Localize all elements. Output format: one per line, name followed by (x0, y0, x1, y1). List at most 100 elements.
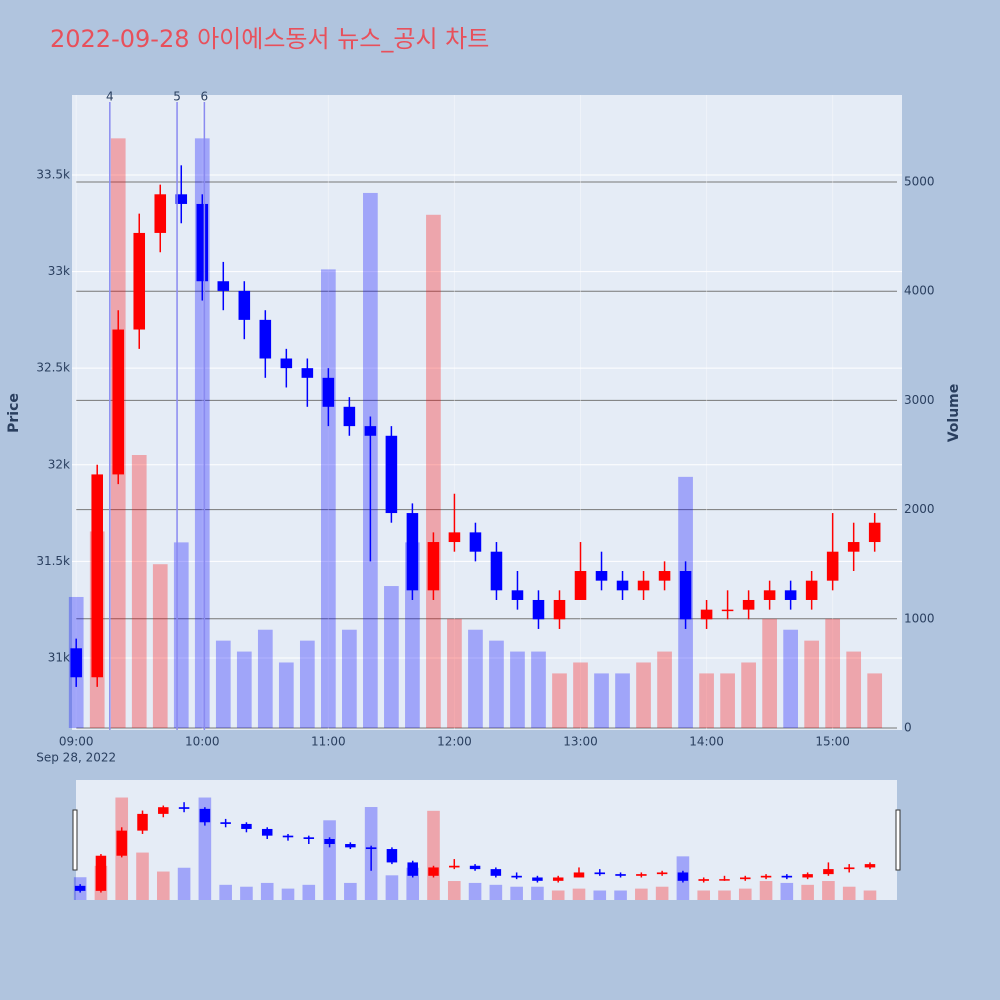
candle-body (406, 513, 419, 591)
slider-volume-bar (219, 884, 232, 900)
y2-tick-label: 5000 (904, 175, 935, 189)
slider-volume-bar (281, 888, 295, 900)
candle-body (217, 281, 230, 291)
candle-body (637, 580, 650, 591)
volume-bar (321, 269, 336, 728)
candle-body (322, 377, 335, 407)
slider-handle-left[interactable] (72, 809, 78, 871)
volume-bar (468, 629, 483, 728)
slider-candle-body (324, 838, 335, 845)
candle-body (175, 194, 188, 204)
slider-candle-body (573, 872, 585, 878)
candle-body (301, 368, 314, 378)
volume-bar (489, 640, 504, 728)
volume-bar (762, 618, 777, 728)
volume-bar (384, 586, 399, 728)
slider-volume-bar (614, 890, 627, 900)
slider-candle-body (490, 869, 502, 876)
candle-body (616, 580, 629, 591)
slider-volume-bar (177, 867, 191, 900)
news-marker-label: 4 (106, 90, 114, 104)
x-tick-label: 12:00 (437, 735, 472, 749)
volume-bar (825, 618, 841, 728)
slider-candle-body (449, 865, 460, 868)
slider-candle-body (719, 879, 730, 881)
candle-body (196, 203, 209, 282)
candle-body (280, 358, 293, 369)
slider-volume-bar (801, 884, 814, 900)
volume-bar (615, 673, 630, 728)
candle-body (679, 571, 692, 620)
slider-candle-body (199, 808, 211, 823)
y2-axis-title: Volume (946, 384, 962, 443)
candle-body (427, 542, 440, 591)
candle-body (364, 426, 377, 436)
slider-volume-bar (738, 888, 752, 900)
slider-candle-body (864, 864, 876, 868)
volume-bar (804, 640, 819, 728)
volume-bar (173, 542, 189, 728)
volume-bar (152, 564, 168, 728)
slider-volume-bar (635, 888, 648, 900)
slider-candle-body (220, 822, 231, 824)
candle-body (553, 599, 566, 620)
volume-bar (783, 629, 798, 728)
candle-body (490, 551, 503, 591)
slider-volume-bar (260, 882, 274, 900)
slider-candle-body (656, 872, 668, 875)
slider-candle-body (303, 837, 315, 839)
x-tick-label: 14:00 (689, 735, 724, 749)
volume-bar (657, 651, 672, 728)
slider-candle-body (428, 867, 439, 876)
volume-bar (846, 651, 862, 728)
slider-handle-right[interactable] (895, 809, 901, 871)
y2-tick-label: 3000 (904, 393, 935, 407)
news-marker-label: 5 (173, 90, 181, 104)
volume-bar (215, 640, 231, 728)
candle-body (91, 474, 103, 678)
candle-body (154, 194, 167, 233)
volume-bar (426, 214, 441, 729)
slider-volume-bar (551, 890, 565, 900)
volume-bar (720, 673, 735, 728)
volume-bar (510, 651, 525, 728)
volume-bar (594, 673, 609, 728)
slider-candle-body (823, 869, 834, 875)
plot-area (72, 95, 902, 730)
candle-body (574, 571, 587, 600)
slider-candle-body (781, 875, 793, 878)
slider-volume-bar (863, 890, 877, 900)
x-tick-label: 11:00 (311, 735, 346, 749)
slider-volume-bar (344, 882, 357, 900)
volume-bar (131, 455, 147, 728)
slider-candle-body (137, 813, 148, 831)
candle-body (259, 319, 272, 359)
candle-body (133, 232, 146, 330)
chart-title: 2022-09-28 아이에스동서 뉴스_공시 차트 (50, 25, 489, 53)
candle-body (70, 648, 82, 678)
slider-volume-bar (156, 871, 170, 900)
slider-volume-bar (572, 888, 586, 900)
slider-volume-bar (697, 890, 711, 900)
candle-body (805, 580, 818, 600)
slider-candle-body (740, 877, 751, 880)
candle-body (595, 571, 608, 581)
candle-body (700, 609, 713, 620)
range-slider[interactable] (76, 780, 897, 900)
slider-volume-bar (136, 852, 149, 900)
slider-candle-body (407, 862, 418, 876)
candle-body (112, 329, 125, 475)
volume-bar (447, 618, 462, 728)
volume-bar (531, 651, 546, 728)
volume-bar (342, 629, 357, 728)
candle-body (763, 590, 776, 600)
slider-volume-bar (198, 797, 212, 900)
y-tick-label: 33.5k (36, 167, 70, 181)
slider-volume-bar (759, 881, 773, 900)
slider-volume-bar (718, 890, 731, 900)
x-tick-label: 15:00 (815, 735, 850, 749)
slider-volume-bar (447, 881, 461, 900)
slider-candle-body (760, 875, 772, 878)
slider-candle-body (615, 874, 626, 876)
candle-body (511, 590, 524, 600)
